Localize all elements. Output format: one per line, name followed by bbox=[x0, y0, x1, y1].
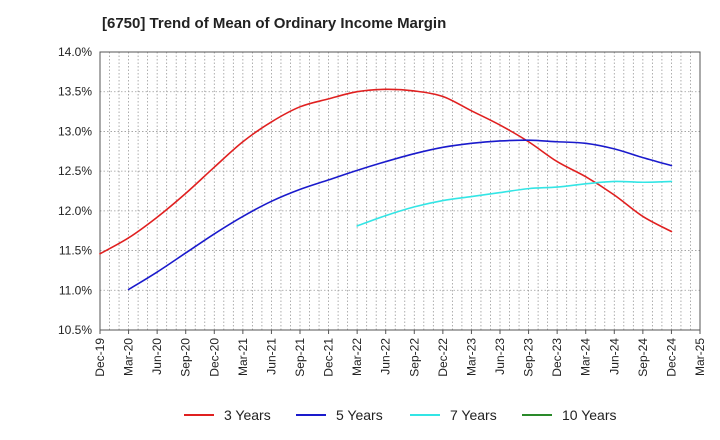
x-tick-label: Jun-20 bbox=[150, 338, 164, 375]
x-tick-label: Mar-25 bbox=[693, 338, 707, 376]
legend-label-3-years: 3 Years bbox=[224, 407, 271, 423]
y-tick-label: 13.5% bbox=[58, 85, 92, 99]
x-tick-label: Dec-23 bbox=[550, 338, 564, 377]
y-tick-label: 12.5% bbox=[58, 164, 92, 178]
x-tick-label: Jun-23 bbox=[493, 338, 507, 375]
x-tick-label: Sep-21 bbox=[293, 338, 307, 377]
x-tick-label: Mar-20 bbox=[122, 338, 136, 376]
y-tick-label: 11.0% bbox=[59, 283, 92, 297]
y-tick-label: 11.5% bbox=[59, 244, 92, 258]
x-tick-label: Dec-22 bbox=[436, 338, 450, 377]
x-tick-label: Jun-22 bbox=[379, 338, 393, 375]
series-line-5-years bbox=[127, 139, 673, 291]
x-tick-label: Mar-24 bbox=[579, 338, 593, 376]
plot-area bbox=[100, 52, 700, 330]
y-tick-label: 13.0% bbox=[58, 124, 92, 138]
x-tick-label: Sep-20 bbox=[179, 338, 193, 377]
x-tick-label: Jun-24 bbox=[607, 338, 621, 375]
x-tick-label: Mar-21 bbox=[236, 338, 250, 376]
x-tick-label: Dec-20 bbox=[207, 338, 221, 377]
series-line-7-years bbox=[356, 180, 673, 227]
y-tick-label: 14.0% bbox=[58, 45, 92, 59]
x-tick-label: Mar-22 bbox=[350, 338, 364, 376]
x-tick-label: Dec-19 bbox=[93, 338, 107, 377]
y-tick-label: 10.5% bbox=[58, 323, 92, 337]
x-tick-label: Dec-24 bbox=[664, 338, 678, 377]
x-tick-label: Mar-23 bbox=[464, 338, 478, 376]
x-tick-label: Sep-22 bbox=[407, 338, 421, 377]
x-tick-label: Jun-21 bbox=[264, 338, 278, 375]
chart-title: [6750] Trend of Mean of Ordinary Income … bbox=[102, 15, 447, 32]
legend-label-10-years: 10 Years bbox=[562, 407, 617, 423]
legend-label-5-years: 5 Years bbox=[336, 407, 383, 423]
x-tick-label: Sep-23 bbox=[522, 338, 536, 377]
plot-border bbox=[99, 51, 701, 331]
x-tick-label: Sep-24 bbox=[636, 338, 650, 377]
series-line-3-years bbox=[99, 88, 673, 255]
y-tick-label: 12.0% bbox=[58, 204, 92, 218]
legend-label-7-years: 7 Years bbox=[450, 407, 497, 423]
x-tick-label: Dec-21 bbox=[322, 338, 336, 377]
